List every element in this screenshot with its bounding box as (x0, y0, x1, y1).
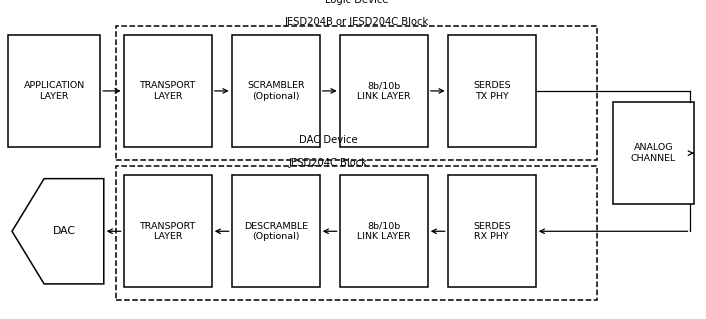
Text: TRANSPORT
LAYER: TRANSPORT LAYER (140, 81, 196, 100)
FancyBboxPatch shape (8, 35, 100, 147)
FancyBboxPatch shape (340, 175, 428, 287)
FancyBboxPatch shape (613, 102, 694, 204)
FancyBboxPatch shape (340, 35, 428, 147)
FancyBboxPatch shape (124, 35, 212, 147)
FancyBboxPatch shape (448, 35, 536, 147)
Text: SERDES
TX PHY: SERDES TX PHY (473, 81, 510, 100)
Text: TRANSPORT
LAYER: TRANSPORT LAYER (140, 222, 196, 241)
Text: DAC: DAC (53, 226, 76, 236)
Text: DAC Device: DAC Device (299, 135, 358, 145)
Text: ANALOG
CHANNEL: ANALOG CHANNEL (630, 144, 676, 163)
Text: JESD204C Block: JESD204C Block (289, 158, 368, 168)
FancyBboxPatch shape (232, 175, 320, 287)
Text: 8b/10b
LINK LAYER: 8b/10b LINK LAYER (357, 222, 410, 241)
FancyBboxPatch shape (232, 35, 320, 147)
FancyBboxPatch shape (448, 175, 536, 287)
Text: SCRAMBLER
(Optional): SCRAMBLER (Optional) (247, 81, 304, 100)
Text: DESCRAMBLE
(Optional): DESCRAMBLE (Optional) (244, 222, 308, 241)
Polygon shape (12, 179, 104, 284)
Text: 8b/10b
LINK LAYER: 8b/10b LINK LAYER (357, 81, 410, 100)
FancyBboxPatch shape (124, 175, 212, 287)
Text: JESD204B or JESD204C Block: JESD204B or JESD204C Block (285, 17, 429, 27)
Text: APPLICATION
LAYER: APPLICATION LAYER (24, 81, 85, 100)
Text: SERDES
RX PHY: SERDES RX PHY (473, 222, 510, 241)
Text: Logic Device: Logic Device (325, 0, 388, 5)
